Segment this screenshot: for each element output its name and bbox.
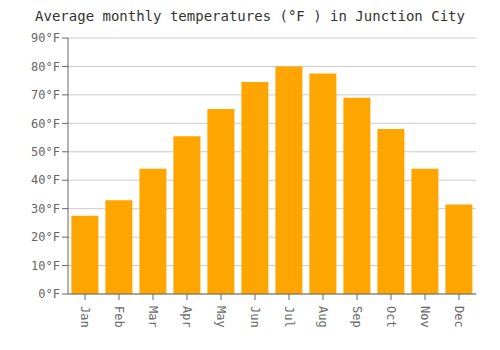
svg-text:Nov: Nov [418,306,432,328]
svg-text:Aug: Aug [316,306,330,328]
svg-text:40°F: 40°F [31,173,60,187]
svg-text:Apr: Apr [180,306,194,328]
svg-text:60°F: 60°F [31,117,60,131]
svg-text:30°F: 30°F [31,202,60,216]
svg-text:Dec: Dec [452,306,466,328]
svg-text:Mar: Mar [146,306,160,328]
svg-text:Sep: Sep [350,306,364,328]
svg-text:May: May [214,306,228,328]
svg-text:Jul: Jul [282,306,296,328]
svg-text:0°F: 0°F [38,287,60,301]
svg-text:Oct: Oct [384,306,398,328]
svg-text:10°F: 10°F [31,259,60,273]
svg-text:70°F: 70°F [31,88,60,102]
html-text:Average monthly temperatures (: Average monthly temperatures (°F ) in Ju… [35,8,465,24]
svg-text:20°F: 20°F [31,230,60,244]
svg-text:Feb: Feb [112,306,126,328]
svg-text:80°F: 80°F [31,60,60,74]
svg-text:50°F: 50°F [31,145,60,159]
svg-text:90°F: 90°F [31,31,60,45]
svg-text:Jun: Jun [248,306,262,328]
svg-text:Jan: Jan [78,306,92,328]
